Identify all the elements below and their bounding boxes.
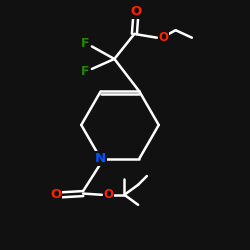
Text: O: O (158, 31, 168, 44)
Text: O: O (130, 5, 141, 18)
Text: O: O (50, 188, 61, 201)
Text: F: F (81, 65, 90, 78)
Text: F: F (81, 38, 90, 51)
Text: O: O (103, 188, 113, 201)
Text: N: N (95, 152, 106, 165)
